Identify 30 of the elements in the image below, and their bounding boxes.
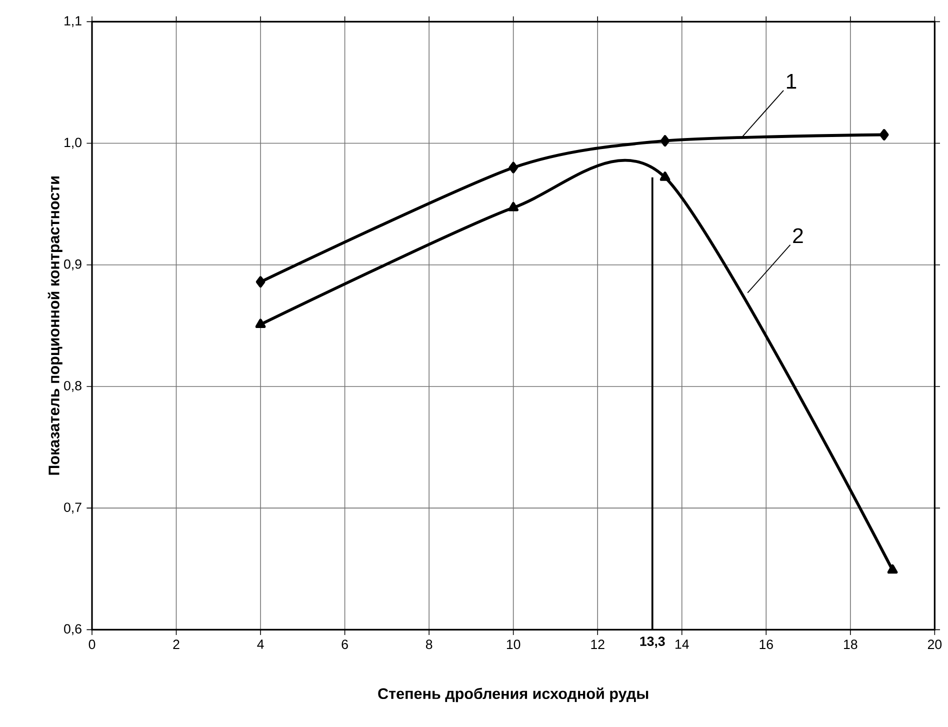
point bbox=[508, 162, 518, 174]
x-tick-label: 2 bbox=[173, 640, 180, 649]
y-axis-title: Показатель порционной контрастности bbox=[48, 176, 62, 475]
y-tick-label: 0,7 bbox=[64, 502, 82, 514]
point bbox=[887, 564, 898, 574]
point bbox=[660, 172, 670, 181]
x-tick-label: 10 bbox=[506, 640, 520, 650]
y-tick-label: 1,1 bbox=[64, 16, 82, 28]
annotation: 1 bbox=[786, 74, 796, 89]
y-tick-label: 1,0 bbox=[64, 138, 82, 149]
x-tick-label: 14 bbox=[676, 640, 689, 649]
x-tick-label: 18 bbox=[844, 640, 858, 650]
point bbox=[256, 276, 266, 288]
x-tick-label: 16 bbox=[760, 640, 773, 650]
x-tick-label: 4 bbox=[257, 640, 264, 649]
y-tick-label: 0,9 bbox=[64, 259, 82, 270]
ref-line-label: 13,3 bbox=[640, 636, 665, 648]
point bbox=[879, 129, 889, 140]
point bbox=[660, 135, 670, 147]
y-tick-label: 0,8 bbox=[64, 380, 82, 392]
x-tick-label: 0 bbox=[88, 640, 96, 650]
y-tick-label: 0,6 bbox=[64, 624, 82, 636]
x-axis-title: Степень дробления исходной руды bbox=[378, 688, 648, 702]
x-tick-label: 12 bbox=[591, 640, 604, 649]
x-tick-label: 20 bbox=[928, 640, 942, 650]
point bbox=[255, 318, 266, 328]
point bbox=[508, 202, 518, 212]
annotation: 2 bbox=[793, 228, 803, 244]
x-tick-label: 8 bbox=[426, 640, 432, 650]
x-tick-label: 6 bbox=[342, 640, 348, 650]
